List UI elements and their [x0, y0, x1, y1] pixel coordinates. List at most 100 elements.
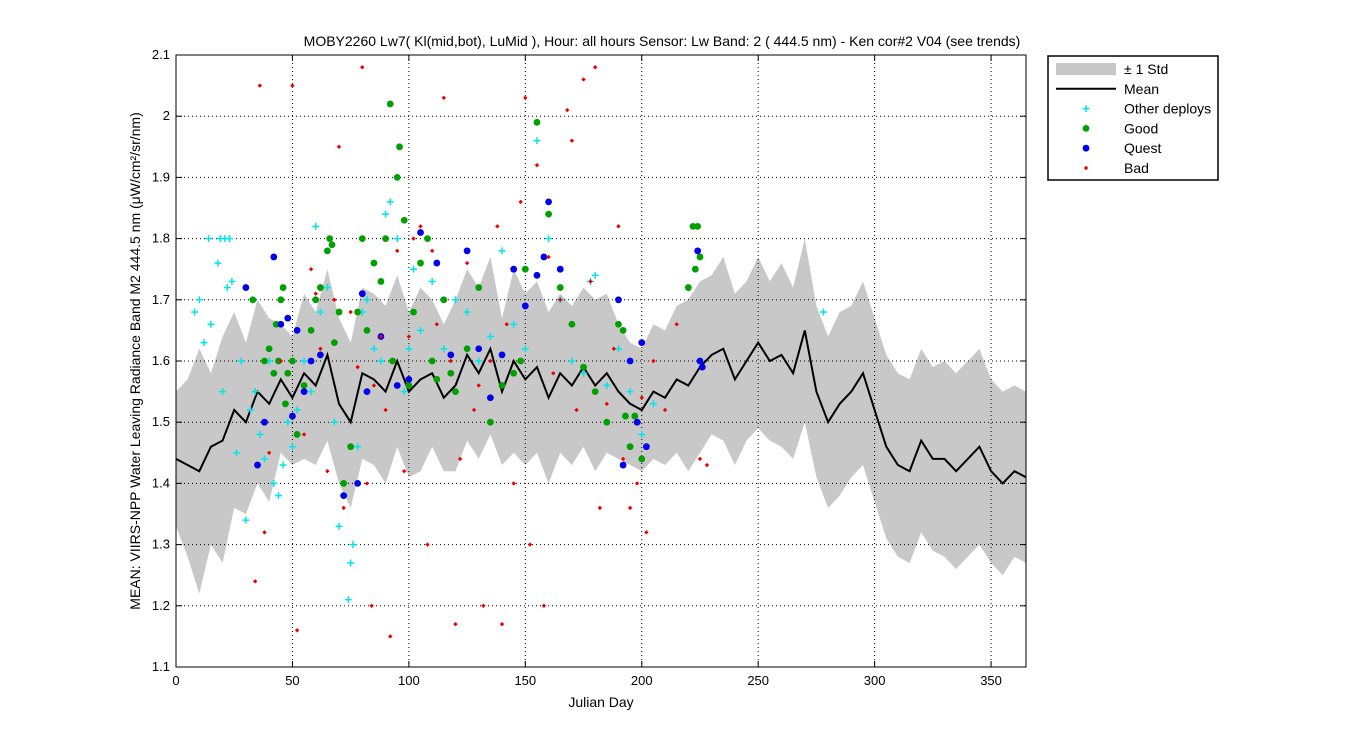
point-quest: [475, 345, 483, 353]
point-quest: [510, 265, 518, 273]
point-other-deploys: [347, 559, 355, 567]
point-good: [631, 412, 639, 420]
point-bad: [341, 505, 346, 511]
legend-entry: Mean: [1056, 81, 1159, 97]
point-other-deploys: [247, 406, 255, 414]
legend-label: ± 1 Std: [1124, 61, 1168, 77]
point-bad: [523, 95, 528, 101]
point-bad: [371, 383, 377, 388]
point-quest: [498, 351, 506, 359]
point-bad: [639, 395, 644, 400]
legend-swatch-band: [1056, 63, 1116, 75]
point-bad: [464, 260, 470, 266]
point-quest: [556, 265, 564, 273]
x-tick-label: 300: [864, 673, 886, 688]
point-good: [580, 363, 587, 371]
point-good: [619, 327, 627, 334]
x-tick-label: 200: [631, 673, 653, 688]
point-good: [440, 296, 448, 304]
x-tick-label: 0: [172, 673, 179, 688]
point-other-deploys: [400, 388, 408, 396]
point-quest: [363, 388, 371, 395]
point-good: [545, 210, 553, 218]
point-quest: [545, 198, 553, 206]
point-other-deploys: [279, 461, 287, 469]
std-band-layer: [176, 238, 1026, 594]
legend-entry: Quest: [1082, 140, 1161, 156]
y-tick-label: 1.4: [152, 475, 170, 490]
point-other-deploys: [603, 381, 611, 389]
point-good: [363, 327, 371, 334]
point-bad: [308, 267, 314, 272]
point-other-deploys: [370, 345, 378, 353]
point-good: [433, 375, 441, 383]
point-other-deploys: [386, 198, 394, 206]
point-bad: [364, 481, 370, 486]
point-bad: [565, 107, 570, 113]
point-bad: [395, 248, 400, 254]
point-bad: [495, 224, 500, 229]
legend-entry: ± 1 Std: [1056, 61, 1168, 77]
point-other-deploys: [300, 357, 308, 365]
point-other-deploys: [405, 345, 413, 353]
point-good: [289, 357, 296, 365]
point-good: [284, 369, 292, 377]
point-bad: [434, 322, 440, 327]
point-good: [272, 320, 280, 328]
point-bad: [534, 162, 540, 168]
point-bad: [541, 603, 547, 608]
point-bad: [574, 407, 579, 413]
point-quest: [533, 271, 541, 279]
point-other-deploys: [270, 479, 278, 487]
point-other-deploys: [417, 326, 425, 334]
point-other-deploys: [354, 443, 362, 451]
point-other-deploys: [533, 137, 541, 145]
point-good: [691, 265, 699, 273]
point-good: [533, 118, 541, 126]
point-good: [354, 308, 362, 316]
legend-swatch-marker: [1082, 105, 1090, 113]
point-bad: [278, 358, 283, 364]
point-good: [377, 278, 385, 285]
point-bad: [313, 291, 318, 296]
point-good: [293, 431, 301, 438]
point-other-deploys: [330, 418, 338, 426]
grid-layer: [176, 55, 1026, 667]
point-quest: [284, 314, 292, 322]
point-quest: [615, 296, 622, 304]
points-layer: [191, 65, 827, 639]
point-good: [517, 357, 525, 365]
point-good: [358, 235, 366, 243]
y-tick-label: 1.7: [152, 292, 170, 307]
point-quest: [405, 375, 413, 383]
point-bad: [616, 224, 621, 229]
point-other-deploys: [344, 596, 352, 604]
point-good: [340, 480, 348, 487]
point-quest: [698, 363, 706, 371]
point-good: [405, 382, 413, 389]
point-bad: [355, 364, 360, 370]
point-bad: [290, 83, 295, 88]
point-other-deploys: [219, 388, 227, 396]
point-bad: [369, 603, 374, 608]
point-good: [261, 357, 268, 365]
point-good: [275, 357, 282, 365]
point-good: [279, 284, 287, 291]
point-bad: [425, 542, 430, 547]
legend-entry: Bad: [1083, 160, 1149, 176]
point-bad: [511, 481, 516, 486]
point-good: [475, 284, 483, 291]
point-bad: [504, 322, 509, 327]
point-bad: [481, 603, 486, 608]
point-good: [410, 308, 417, 316]
x-tick-label: 250: [747, 673, 769, 688]
point-other-deploys: [510, 320, 518, 328]
point-other-deploys: [191, 308, 199, 316]
point-other-deploys: [486, 333, 494, 341]
point-bad: [257, 83, 263, 88]
point-good: [396, 143, 403, 151]
point-other-deploys: [521, 345, 529, 353]
point-good: [323, 247, 331, 255]
x-axis-label: Julian Day: [568, 694, 633, 710]
point-other-deploys: [626, 388, 634, 396]
